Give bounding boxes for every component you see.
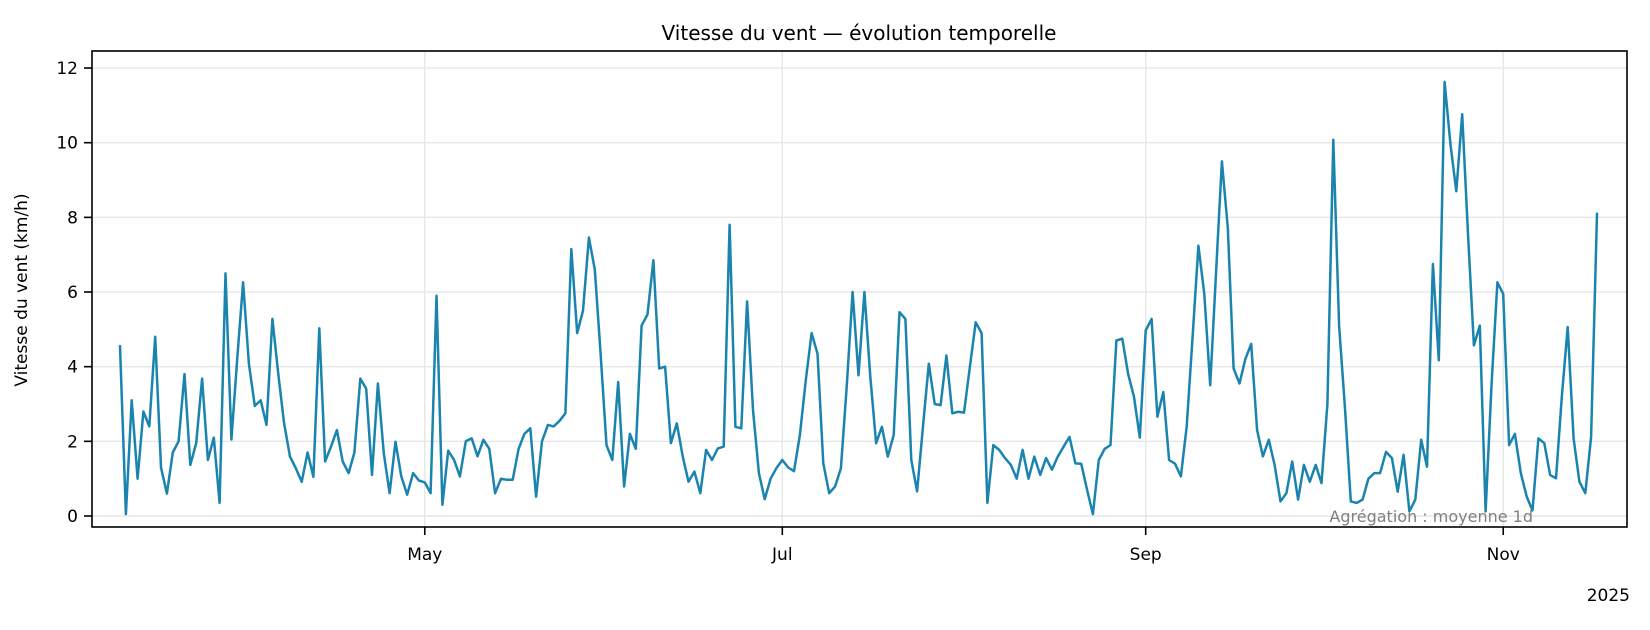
x-tick-label-nov: Nov bbox=[1487, 545, 1520, 565]
y-tick-label-2: 2 bbox=[67, 432, 78, 452]
plot-frame bbox=[91, 50, 1628, 528]
x-axis-ticks: May Jul Sep Nov bbox=[407, 527, 1520, 565]
gridlines bbox=[92, 51, 1627, 527]
y-axis-label: Vitesse du vent (km/h) bbox=[12, 193, 32, 386]
wind-speed-line-series bbox=[118, 80, 1599, 516]
y-tick-label-4: 4 bbox=[67, 358, 78, 378]
x-tick-label-sep: Sep bbox=[1130, 545, 1162, 565]
aggregation-annotation: Agrégation : moyenne 1d bbox=[1329, 507, 1533, 526]
x-tick-label-may: May bbox=[407, 545, 442, 565]
y-axis-ticks: 0 2 4 6 8 10 12 bbox=[56, 59, 92, 527]
y-tick-label-8: 8 bbox=[67, 208, 78, 228]
y-tick-label-0: 0 bbox=[67, 507, 78, 527]
y-tick-label-10: 10 bbox=[56, 134, 78, 154]
y-tick-label-12: 12 bbox=[56, 59, 78, 79]
y-tick-label-6: 6 bbox=[67, 283, 78, 303]
wind-speed-line bbox=[118, 80, 1599, 516]
chart-title: Vitesse du vent — évolution temporelle bbox=[662, 21, 1057, 45]
x-tick-label-jul: Jul bbox=[771, 545, 793, 565]
x-axis-year-label: 2025 bbox=[1587, 586, 1630, 606]
